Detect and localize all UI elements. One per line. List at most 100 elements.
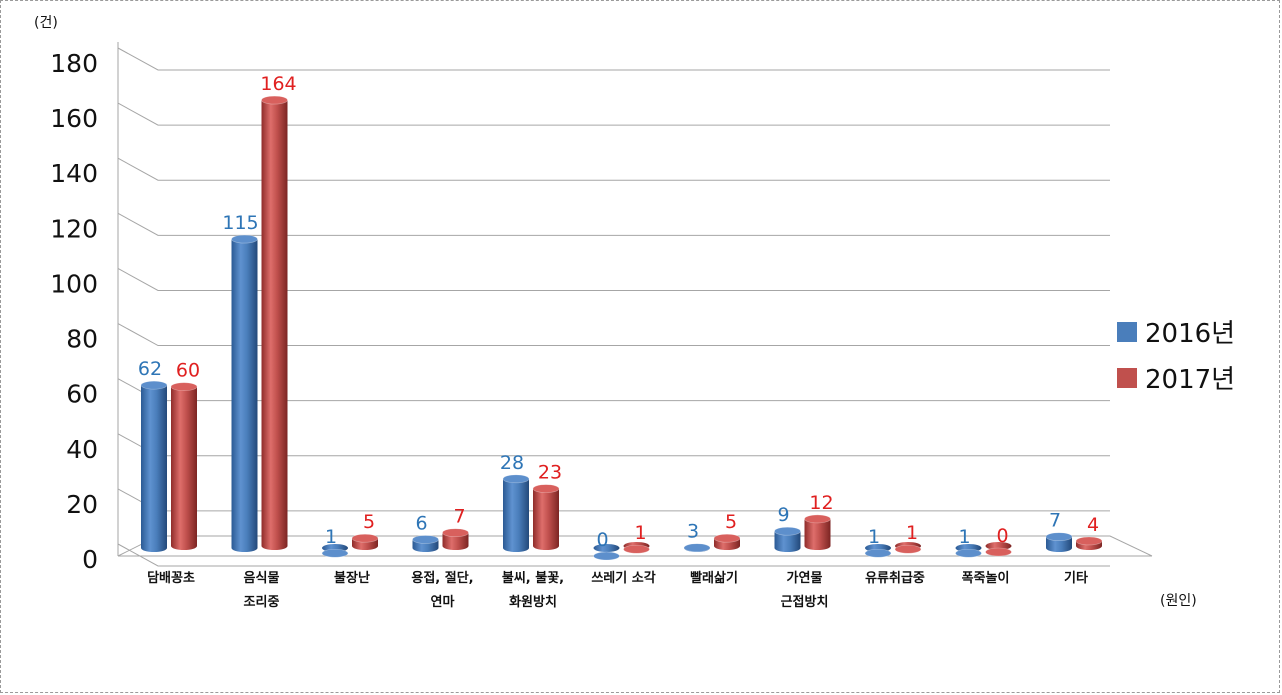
bar-base xyxy=(171,542,197,550)
data-label: 1 xyxy=(325,526,337,548)
category-label: 쓰레기 소각 xyxy=(591,571,655,586)
bar-body xyxy=(503,478,529,548)
bar-2016 xyxy=(231,234,258,552)
bar-top xyxy=(713,533,741,543)
bar-top xyxy=(1075,536,1103,546)
bar-2017 xyxy=(261,95,288,550)
y-tick-label: 120 xyxy=(50,214,98,243)
data-label: 28 xyxy=(500,452,524,474)
data-label: 1 xyxy=(958,526,970,548)
gridline xyxy=(117,212,1110,236)
legend-swatch xyxy=(1117,368,1137,388)
bar-top xyxy=(774,526,801,536)
data-label: 164 xyxy=(260,73,296,95)
legend-label: 2016년 xyxy=(1145,319,1235,349)
bar-top xyxy=(804,514,831,524)
bar-top xyxy=(502,474,530,484)
bar-body xyxy=(231,239,258,548)
bar-base xyxy=(412,544,439,552)
bar-top xyxy=(683,543,711,553)
data-label: 4 xyxy=(1087,514,1099,536)
axes xyxy=(117,42,1153,557)
y-tick-label: 140 xyxy=(50,159,98,188)
bar-2016 xyxy=(593,544,620,561)
bar-top xyxy=(140,380,168,390)
category-label: 가연물 xyxy=(787,571,823,586)
bar-2017 xyxy=(1075,536,1103,550)
bar-2017 xyxy=(351,533,379,550)
bar-base xyxy=(804,542,831,550)
category-label: 담배꽁초 xyxy=(147,570,195,586)
data-label: 1 xyxy=(906,522,918,544)
data-label: 60 xyxy=(176,360,200,382)
category-label: 화원방치 xyxy=(509,594,557,610)
bar-base xyxy=(1046,544,1072,552)
bar-2016 xyxy=(140,380,168,552)
bar-2017 xyxy=(894,542,922,554)
bar-base xyxy=(261,542,288,550)
bars xyxy=(140,95,1103,561)
category-label: 근접방치 xyxy=(781,594,829,610)
bar-body xyxy=(261,100,288,546)
bar-2016 xyxy=(412,535,439,552)
category-label: 불씨, 불꽃, xyxy=(502,571,564,586)
bar-top xyxy=(321,548,349,558)
gridlines xyxy=(117,47,1110,567)
bar-2017 xyxy=(985,542,1012,557)
data-label: 0 xyxy=(596,529,608,551)
bar-2017 xyxy=(532,484,560,550)
data-label: 62 xyxy=(138,358,162,380)
bar-body xyxy=(804,518,831,546)
bar-top xyxy=(532,484,560,493)
bar-2017 xyxy=(170,382,198,550)
bar-base xyxy=(352,542,378,550)
bar-2016 xyxy=(683,543,711,553)
y-tick-label: 0 xyxy=(82,545,98,574)
y-tick-label: 60 xyxy=(66,380,98,409)
y-tick-label: 180 xyxy=(50,49,98,78)
bar-base xyxy=(533,542,559,550)
data-label: 3 xyxy=(687,521,699,543)
bar-2016 xyxy=(864,544,892,558)
bar-base xyxy=(141,544,167,552)
bar-2016 xyxy=(502,474,530,552)
bar-body xyxy=(171,386,197,546)
category-label: 폭죽놀이 xyxy=(962,570,1010,586)
data-label: 12 xyxy=(809,492,833,514)
bar-2016 xyxy=(955,544,982,558)
data-label: 115 xyxy=(222,212,258,234)
bar-2016 xyxy=(1045,532,1073,552)
gridline xyxy=(117,323,1110,347)
bar-top xyxy=(261,95,288,105)
bar-2017 xyxy=(804,514,831,550)
data-label: 5 xyxy=(725,511,737,533)
gridline xyxy=(117,157,1110,181)
legend-swatch xyxy=(1117,322,1137,342)
y-axis-ticks: 0 20 40 60 80 100 120 140 160 180 xyxy=(50,49,98,574)
bar-base xyxy=(774,544,801,552)
bar-base xyxy=(231,544,258,552)
bar-body xyxy=(1046,536,1072,548)
y-tick-label: 160 xyxy=(50,104,98,133)
bar-body xyxy=(141,385,167,548)
x-axis-unit: (원인) xyxy=(1160,593,1197,609)
category-label: 음식물 xyxy=(244,570,280,586)
category-label: 용접, 절단, xyxy=(411,570,473,586)
bar-2017 xyxy=(713,533,741,550)
data-label: 0 xyxy=(996,525,1008,547)
bar-top xyxy=(442,528,469,538)
bar-base xyxy=(593,544,620,552)
data-label: 23 xyxy=(538,462,562,484)
data-label: 5 xyxy=(363,511,375,533)
bar-body xyxy=(412,539,439,548)
data-label: 6 xyxy=(415,512,427,534)
category-label: 조리중 xyxy=(244,594,280,610)
bar-top xyxy=(955,548,982,558)
bar-top xyxy=(985,547,1012,557)
bar-top xyxy=(864,548,892,558)
bar-base xyxy=(442,542,469,550)
bar-top xyxy=(593,551,620,561)
bar-base xyxy=(714,542,740,550)
